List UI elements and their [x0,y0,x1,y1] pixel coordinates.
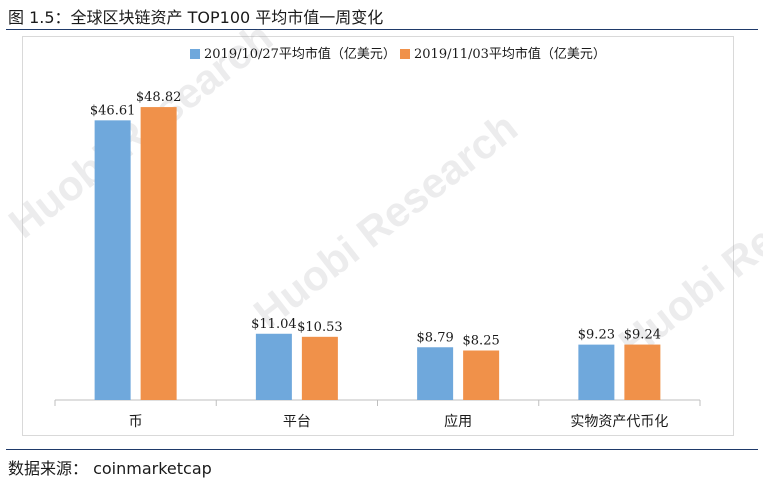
data-label: $10.53 [297,320,343,335]
bar [578,344,615,400]
bottom-rule [6,449,758,450]
bar [140,107,177,400]
bar [255,333,292,400]
data-label: $8.25 [463,334,500,349]
data-label: $48.82 [136,90,182,105]
bar [301,336,338,400]
data-label: $9.24 [624,328,661,343]
bar-chart: 2019/10/27平均市值（亿美元） 2019/11/03平均市值（亿美元） $4… [54,46,701,430]
x-tick-label: 平台 [283,414,311,430]
data-label: $8.79 [417,330,454,345]
chart-frame [22,36,734,436]
data-label: $46.61 [90,103,136,118]
source-note: 数据来源： coinmarketcap [8,459,212,478]
x-tick-label: 应用 [444,413,472,430]
x-tick-label: 实物资产代币化 [570,414,668,430]
legend-label: 2019/10/27平均市值（亿美元） [204,46,396,62]
bar [463,350,500,400]
legend-label: 2019/11/03平均市值（亿美元） [414,46,606,62]
top-rule [6,29,758,30]
bar [624,344,661,400]
legend-swatch [400,49,410,59]
legend-swatch [190,49,200,59]
x-tick-label: 币 [129,414,143,430]
figure-title: 图 1.5：全球区块链资产 TOP100 平均市值一周变化 [8,8,384,27]
data-label: $9.23 [578,328,615,343]
bar [94,120,131,400]
data-label: $11.04 [251,317,297,332]
bar [417,347,454,400]
